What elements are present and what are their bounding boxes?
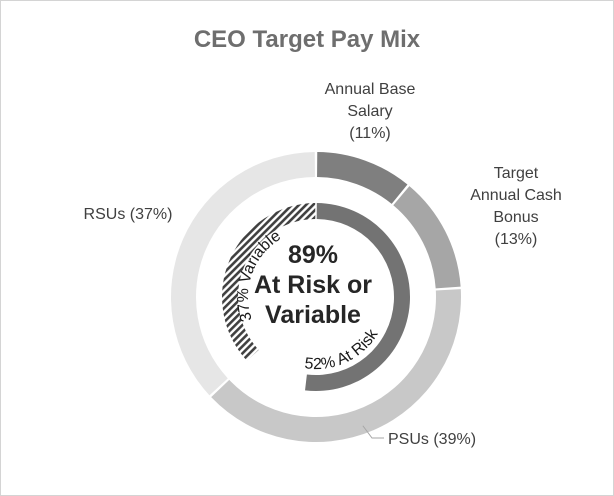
slice-annual-base-salary [317,152,408,204]
leader-line-psus [362,425,384,439]
center-text-line: At Risk or [254,271,372,299]
slice-label-annual-base-salary: Annual Base Salary (11%) [325,81,416,142]
slice-label-psus: PSUs (39%) [388,431,476,448]
chart-title: CEO Target Pay Mix [193,26,421,53]
slice-target-annual-cash-bonus [393,186,461,289]
inner-arc-at-risk [305,203,411,392]
label-leader-lines [362,425,384,439]
outer-ring [170,152,461,442]
slice-label-rsus: RSUs (37%) [84,206,173,223]
slice-labels: Annual Base Salary (11%) Target Annual Cash B… [84,81,562,448]
center-text-line: Variable [265,301,361,329]
center-text-line: 89% [288,241,338,269]
slice-label-target-annual-cash-bonus: Target Annual Cash Bonus (13%) [470,165,562,248]
inner-arc-variable [222,203,316,361]
slice-rsus [170,152,315,396]
slice-psus [211,289,461,442]
